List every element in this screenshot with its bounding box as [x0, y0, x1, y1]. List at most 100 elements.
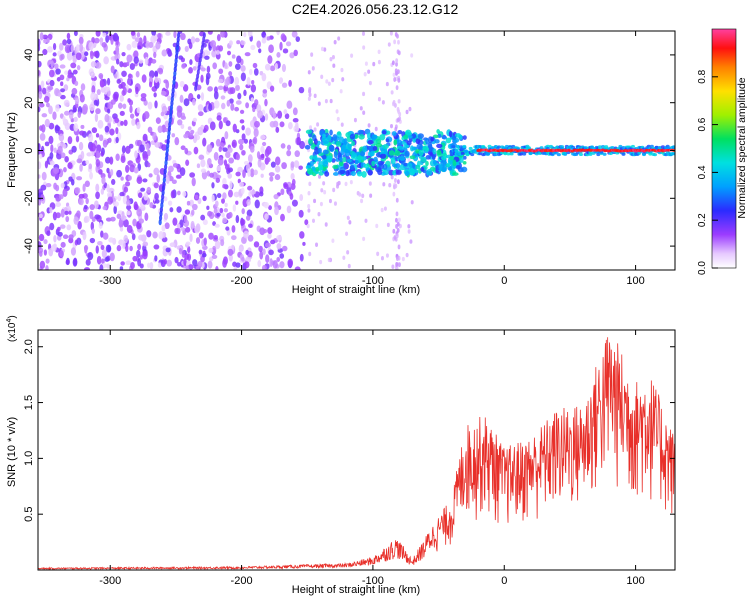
spectrogram-cell: [368, 80, 372, 86]
spectrogram-cell: [105, 86, 111, 92]
spectrogram-cell: [180, 115, 187, 120]
spectrogram-cell: [291, 31, 298, 38]
spectrogram-cell: [184, 147, 189, 155]
spectrogram-cell: [264, 98, 268, 107]
spectrogram-cell: [95, 108, 101, 115]
spectrogram-cell: [235, 84, 240, 91]
spectrogram-cell: [418, 149, 424, 157]
spectrogram-cell: [351, 140, 356, 147]
spectrogram-cell: [108, 237, 115, 243]
spectrogram-cell: [362, 236, 366, 242]
spectrogram-cell: [48, 122, 55, 130]
spectrogram-cell: [249, 120, 255, 128]
spectrogram-cell: [395, 150, 401, 156]
spectrogram-cell: [316, 122, 320, 127]
spectrogram-cell: [129, 113, 135, 119]
spectrogram-cell: [333, 201, 337, 206]
spectrogram-cell: [284, 113, 290, 120]
spectrogram-cell: [171, 179, 177, 184]
spectrogram-cell: [238, 181, 244, 188]
spectrogram-cell: [197, 111, 204, 117]
spectrogram-cell: [88, 68, 94, 76]
spectrogram-cell: [187, 264, 194, 270]
spectrogram-cell: [332, 134, 338, 142]
spectrogram-cell: [177, 190, 181, 196]
spectrogram-cell: [262, 141, 267, 147]
spectrogram-cell: [119, 94, 124, 102]
spectrogram-cell: [63, 143, 67, 149]
spectrogram-cell: [65, 259, 70, 266]
spectrogram-cell: [67, 162, 73, 170]
spectrogram-cell: [340, 67, 344, 73]
spectrogram-cell: [190, 36, 196, 44]
spectrogram-cell: [410, 145, 414, 152]
spectrogram-cell: [49, 160, 55, 166]
spectrogram-cell: [671, 145, 675, 149]
spectrogram-cell: [100, 87, 106, 93]
spectrogram-cell: [148, 81, 153, 88]
spectrogram-cell: [293, 49, 298, 57]
spectrogram-cell: [207, 210, 213, 217]
spectrogram-cell: [240, 187, 245, 195]
spectrogram-cell: [249, 168, 255, 178]
spectrogram-cell: [197, 260, 203, 268]
spectrogram-cell: [250, 44, 256, 51]
spectrogram-cell: [318, 165, 324, 171]
spectrogram-cell: [295, 121, 299, 131]
spectrogram-cell: [106, 77, 111, 86]
spectrogram-cell: [66, 77, 70, 82]
spectrogram-cell: [38, 91, 43, 100]
spectrogram-cell: [289, 192, 294, 200]
spectrogram-cell: [363, 163, 370, 169]
spectrogram-cell: [71, 145, 77, 153]
spectrogram-cell: [256, 40, 262, 49]
spectrogram-cell: [51, 244, 57, 252]
spectrogram-cell: [148, 41, 154, 48]
spectrogram-cell: [110, 65, 115, 74]
spectrogram-cell: [247, 168, 251, 177]
spectrogram-cell: [119, 266, 124, 270]
spectrogram-cell: [185, 265, 190, 270]
spectrogram-cell: [393, 77, 397, 82]
spectrogram-cell: [406, 140, 412, 146]
spectrogram-cell: [139, 144, 145, 153]
spectrogram-cell: [45, 258, 50, 264]
spectrogram-cell: [94, 214, 101, 220]
spectrogram-cell: [143, 35, 147, 45]
spectrogram-cell: [648, 152, 653, 156]
spectrogram-cell: [153, 92, 157, 98]
snr-multiplier: (x104): [6, 315, 18, 342]
spectrogram-cell: [394, 183, 398, 189]
spectrogram-cell: [462, 160, 467, 165]
spectrogram-cell: [362, 145, 368, 153]
spectrogram-cell: [76, 176, 83, 181]
spectrogram-cell: [462, 155, 467, 160]
spectrogram-cell: [87, 252, 94, 261]
spectrogram-cell: [149, 70, 155, 79]
spectrogram-cell: [362, 91, 366, 97]
spectrogram-cell: [151, 58, 157, 64]
spectrogram-cell: [66, 32, 71, 40]
spectrogram-cell: [53, 167, 60, 174]
spectrogram-cell: [248, 68, 253, 76]
spectrogram-cell: [389, 123, 393, 129]
spectrogram-cell: [136, 176, 143, 185]
spectrogram-cell: [441, 135, 448, 140]
spectrogram-cell: [95, 31, 101, 37]
spectrogram-cell: [381, 130, 387, 135]
spectrogram-cell: [408, 106, 412, 112]
spectrogram-cell: [294, 266, 301, 270]
spectrogram-cell: [153, 244, 160, 250]
spectrogram-cell: [83, 244, 89, 251]
spectrogram-cell: [212, 62, 218, 70]
spectrogram-cell: [398, 223, 402, 229]
spectrogram-cell: [235, 200, 239, 205]
spectrogram-cell: [227, 248, 234, 256]
spectrogram-cell: [206, 50, 211, 56]
spectrogram-cell: [100, 151, 104, 157]
spectrogram-cell: [383, 206, 387, 211]
spectrogram-cell: [116, 245, 122, 252]
spectrogram-cell: [394, 68, 398, 74]
spectrogram-cell: [183, 258, 187, 267]
spectrogram-cell: [395, 211, 399, 217]
